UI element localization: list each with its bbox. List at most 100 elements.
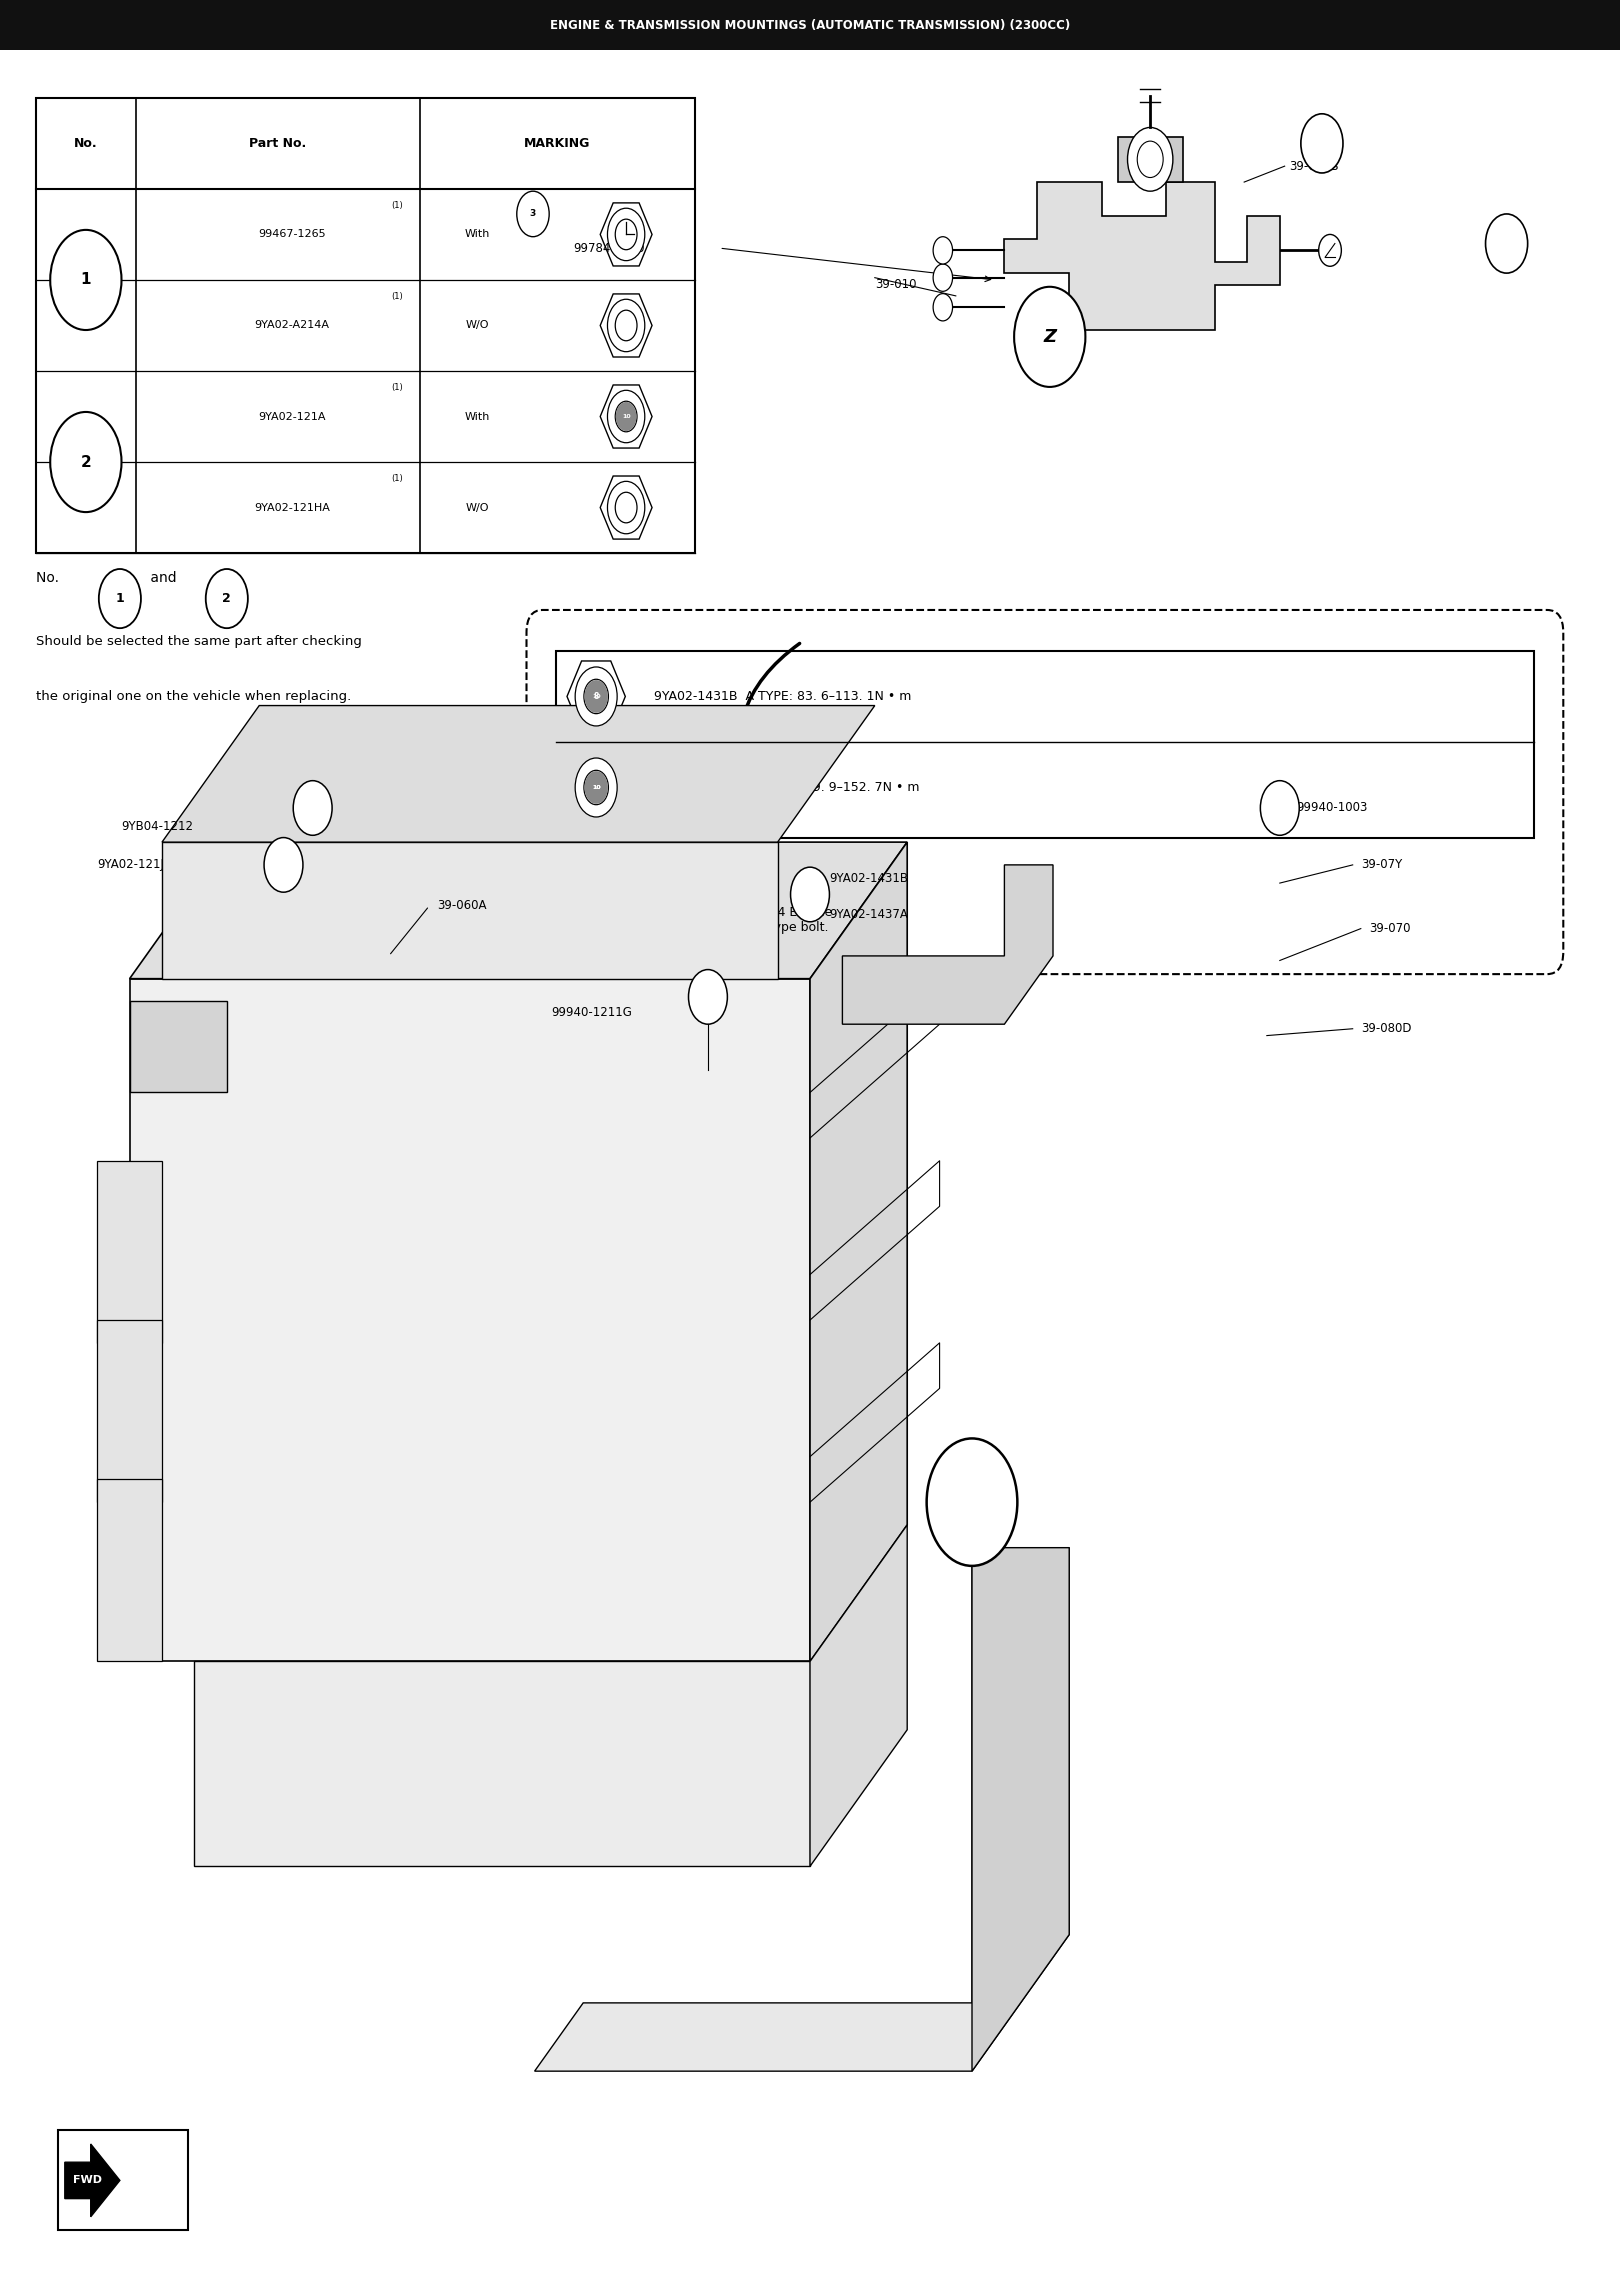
Circle shape (99, 569, 141, 628)
Circle shape (933, 237, 953, 264)
Polygon shape (162, 842, 778, 979)
Text: 39-060A: 39-060A (437, 899, 488, 913)
Circle shape (517, 191, 549, 237)
Text: W/O: W/O (465, 503, 489, 512)
Polygon shape (842, 865, 1053, 1024)
Bar (36, 98, 695, 553)
Polygon shape (97, 1320, 162, 1502)
Text: and: and (146, 571, 181, 585)
Text: 9YA02-121A: 9YA02-121A (258, 412, 326, 421)
Text: 9YA02-121HA: 9YA02-121HA (254, 503, 330, 512)
Polygon shape (162, 706, 875, 842)
Text: 1: 1 (1319, 139, 1325, 148)
Text: MARKING: MARKING (525, 137, 590, 150)
Circle shape (1486, 214, 1528, 273)
Polygon shape (194, 1661, 810, 1866)
Circle shape (293, 781, 332, 835)
Circle shape (1128, 127, 1173, 191)
Text: 99940-1003: 99940-1003 (1296, 801, 1367, 815)
FancyBboxPatch shape (526, 610, 1563, 974)
Circle shape (1014, 287, 1085, 387)
Text: 2: 2 (222, 592, 232, 605)
Circle shape (1319, 234, 1341, 266)
Text: 10: 10 (591, 694, 601, 699)
Polygon shape (535, 1548, 1069, 2071)
Text: 9YB04-1212: 9YB04-1212 (122, 819, 193, 833)
Text: the original one on the vehicle when replacing.: the original one on the vehicle when rep… (36, 690, 352, 703)
Text: 39-040B: 39-040B (1290, 159, 1340, 173)
Text: 10: 10 (622, 414, 630, 419)
Text: With: With (465, 412, 491, 421)
Text: 10: 10 (591, 785, 601, 790)
Polygon shape (130, 979, 810, 1661)
Text: W/O: W/O (465, 321, 489, 330)
Polygon shape (97, 1479, 162, 1661)
Text: 8: 8 (593, 692, 599, 701)
Circle shape (688, 970, 727, 1024)
Text: 10: 10 (591, 785, 601, 790)
Text: 9YA02-1431B  A TYPE: 83. 6–113. 1N • m: 9YA02-1431B A TYPE: 83. 6–113. 1N • m (654, 690, 912, 703)
Text: 99467-1265: 99467-1265 (258, 230, 326, 239)
Bar (556, 651, 1534, 838)
Text: (1): (1) (390, 291, 403, 300)
Text: ENGINE & TRANSMISSION MOUNTINGS (AUTOMATIC TRANSMISSION) (2300CC): ENGINE & TRANSMISSION MOUNTINGS (AUTOMAT… (549, 18, 1071, 32)
Text: 1: 1 (807, 890, 813, 899)
Text: Attention: Attention (564, 851, 630, 865)
Text: 9YA02-1431B: 9YA02-1431B (829, 872, 909, 885)
Circle shape (608, 480, 645, 535)
Circle shape (608, 389, 645, 444)
Text: 9YA02-121J: 9YA02-121J (97, 858, 164, 872)
Text: B type bolt should be used for No.4 Engine
mount rubber in case of using A type : B type bolt should be used for No.4 Engi… (564, 906, 833, 933)
Text: With: With (465, 230, 491, 239)
Text: No.: No. (36, 571, 63, 585)
Polygon shape (130, 842, 907, 979)
Text: Z: Z (1043, 328, 1056, 346)
Circle shape (575, 667, 617, 726)
Circle shape (583, 769, 609, 806)
Text: 99940-1211G: 99940-1211G (551, 1006, 632, 1020)
Polygon shape (65, 2144, 120, 2217)
Circle shape (608, 207, 645, 262)
Text: Should be selected the same part after checking: Should be selected the same part after c… (36, 635, 361, 649)
Text: 39-080D: 39-080D (1361, 1022, 1411, 1036)
Circle shape (616, 218, 637, 250)
Text: Part No.: Part No. (249, 137, 306, 150)
Polygon shape (130, 1001, 227, 1092)
Circle shape (791, 867, 829, 922)
Bar (58, 2130, 188, 2230)
Circle shape (933, 294, 953, 321)
Circle shape (50, 412, 122, 512)
Text: 4: 4 (1277, 803, 1283, 813)
Text: No.: No. (75, 137, 97, 150)
Circle shape (616, 310, 637, 341)
Polygon shape (1004, 182, 1280, 330)
Polygon shape (810, 1525, 907, 1866)
Text: 9YA02-1437A  B TYPE: 129. 9–152. 7N • m: 9YA02-1437A B TYPE: 129. 9–152. 7N • m (654, 781, 920, 794)
Text: 3: 3 (530, 209, 536, 218)
Bar (0, 0, 1620, 50)
Polygon shape (972, 1548, 1069, 2071)
Polygon shape (1118, 137, 1183, 182)
Circle shape (583, 678, 609, 715)
Text: FWD: FWD (73, 2176, 102, 2185)
Text: 9YA02-A214A: 9YA02-A214A (254, 321, 329, 330)
Polygon shape (810, 842, 907, 1661)
Text: 2: 2 (280, 860, 287, 869)
Text: (1): (1) (390, 382, 403, 391)
Text: 39-010: 39-010 (875, 278, 917, 291)
Circle shape (927, 1438, 1017, 1566)
Circle shape (50, 230, 122, 330)
Circle shape (616, 401, 637, 432)
Text: 1: 1 (115, 592, 125, 605)
Polygon shape (97, 1161, 162, 1343)
Text: 2: 2 (309, 803, 316, 813)
Circle shape (608, 298, 645, 353)
Text: 39-070: 39-070 (1369, 922, 1411, 935)
Text: Z: Z (964, 1493, 980, 1511)
Text: 3: 3 (705, 992, 711, 1001)
Circle shape (585, 772, 608, 803)
Text: (1): (1) (390, 473, 403, 483)
Circle shape (206, 569, 248, 628)
Circle shape (264, 838, 303, 892)
Text: 9YA02-1437A: 9YA02-1437A (829, 908, 909, 922)
